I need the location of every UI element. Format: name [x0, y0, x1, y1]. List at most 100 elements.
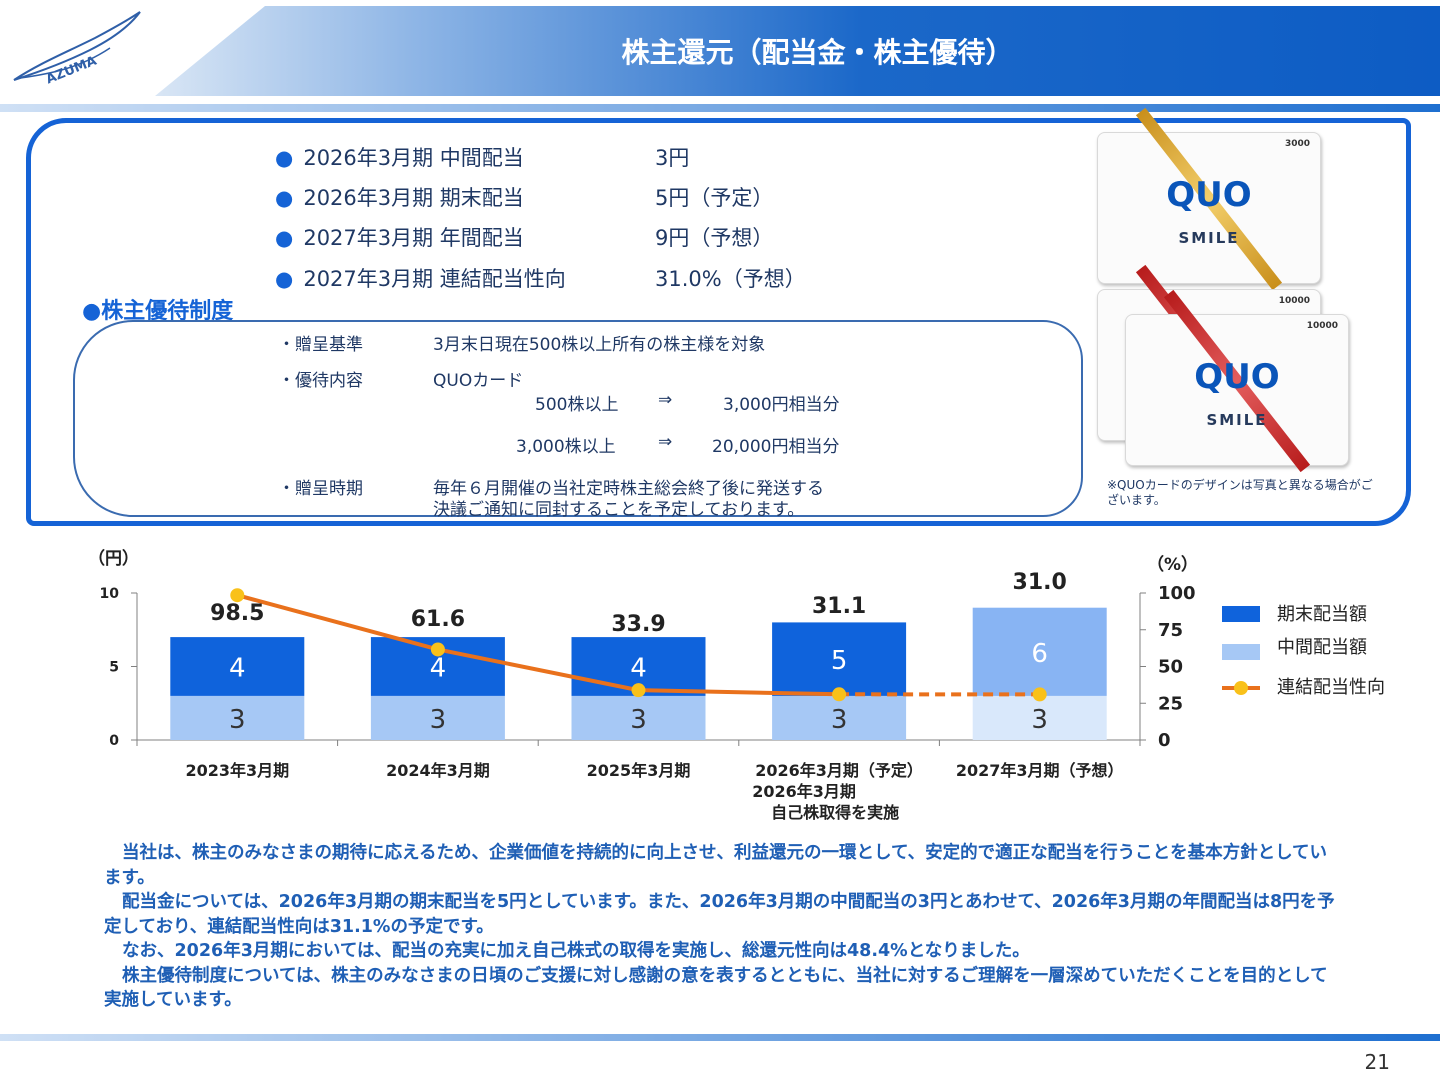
yutai-box	[73, 320, 1083, 517]
y-tick-label-left: 10	[100, 586, 120, 602]
dividend-value: 5円（予定）	[655, 186, 774, 210]
bar-label-interim: 3	[1031, 705, 1048, 735]
y-tick-label-left: 5	[109, 660, 119, 676]
tier1-shares: 500株以上	[535, 395, 619, 415]
dividend-value: 9円（予想）	[655, 226, 774, 250]
quo-brand: QUO	[1166, 175, 1252, 215]
payout-marker	[832, 687, 847, 702]
bottom-rule	[0, 1034, 1440, 1041]
dividend-row: ● 2027年3月期 年間配当	[275, 222, 524, 252]
legend-label: 中間配当額	[1277, 637, 1367, 658]
card-value: 3000	[1284, 139, 1310, 149]
jiki-line2: 決議ご通知に同封することを予定しております。	[433, 500, 805, 520]
x-tick-label: 2026年3月期（予定）	[755, 761, 923, 780]
info-panel	[26, 118, 1411, 526]
policy-text: 当社は、株主のみなさまの期待に応えるため、企業価値を持続的に向上させ、利益還元の…	[104, 841, 1344, 1013]
dividend-value: 3円	[655, 146, 690, 170]
y-tick-label-right: 0	[1158, 730, 1171, 751]
title-banner	[155, 6, 1440, 96]
payout-line	[236, 593, 840, 697]
x-sub-label: 自己株取得を実施	[771, 803, 899, 822]
tier1-amount: 3,000円相当分	[723, 395, 840, 415]
dividend-label: 2027年3月期 年間配当	[303, 226, 524, 250]
y-tick-label-right: 100	[1158, 583, 1196, 604]
card-value: 10000	[1306, 321, 1338, 331]
payout-marker	[430, 642, 445, 657]
bar-label-final: 4	[630, 654, 647, 684]
bar-label-final: 6	[1031, 639, 1048, 669]
x-sub-label: 2026年3月期	[752, 782, 856, 801]
x-tick-label: 2023年3月期	[185, 761, 289, 780]
y-tick-label-right: 75	[1158, 620, 1183, 641]
legend-label: 期末配当額	[1277, 604, 1367, 625]
jiki-label: ・贈呈時期	[278, 479, 363, 499]
quo-note: ※QUOカードのデザインは写真と異なる場合がございます。	[1107, 478, 1373, 507]
payout-label: 98.5	[210, 601, 264, 626]
dividend-label: 2026年3月期 期末配当	[303, 186, 524, 210]
bar-interim	[772, 695, 907, 740]
payout-marker	[1032, 687, 1047, 702]
tier2-shares: 3,000株以上	[516, 437, 616, 457]
bar-final	[170, 637, 305, 696]
payout-marker	[230, 588, 245, 603]
x-tick-label: 2024年3月期	[386, 761, 490, 780]
bar-label-interim: 3	[430, 705, 447, 735]
legend-swatch-interim	[1222, 644, 1260, 660]
policy-paragraph: 株主優待制度については、株主のみなさまの日頃のご支援に対し感謝の意を表するととも…	[104, 965, 1328, 1011]
payout-label: 31.1	[812, 594, 866, 619]
y-axis-title-left: （円）	[88, 548, 139, 569]
kijun-value: 3月末日現在500株以上所有の株主様を対象	[433, 335, 766, 355]
legend-marker	[1234, 681, 1248, 695]
arrow-icon: ⇒	[658, 432, 673, 452]
quo-card-image: 3000 QUO SMILE	[1097, 107, 1321, 291]
dividend-value: 31.0%（予想）	[655, 267, 806, 291]
legend-label: 連結配当性向	[1277, 677, 1385, 698]
page-title: 株主還元（配当金・株主優待）	[621, 36, 1014, 69]
policy-paragraph: 当社は、株主のみなさまの期待に応えるため、企業価値を持続的に向上させ、利益還元の…	[104, 843, 1328, 888]
azuma-logo: AZUMA	[13, 11, 141, 87]
bullet-icon: ●	[275, 226, 294, 250]
bullet-icon: ●	[275, 146, 294, 170]
kijun-label: ・贈呈基準	[278, 335, 363, 355]
payout-label: 61.6	[411, 607, 465, 632]
top-rule	[0, 104, 1440, 112]
bar-interim	[571, 695, 706, 740]
y-axis-title-right: （%）	[1147, 554, 1198, 575]
x-tick-label: 2027年3月期（予想）	[956, 761, 1124, 780]
card-value: 10000	[1278, 296, 1310, 306]
legend-swatch-final	[1222, 606, 1260, 622]
jiki-line1: 毎年６月開催の当社定時株主総会終了後に発送する	[433, 479, 824, 499]
bar-interim	[170, 695, 305, 740]
tier2-amount: 20,000円相当分	[712, 437, 840, 457]
policy-paragraph: 配当金については、2026年3月期の期末配当を5円としています。また、2026年…	[104, 892, 1335, 937]
bar-label-final: 5	[831, 646, 848, 676]
dividend-row: ● 2026年3月期 期末配当	[275, 182, 524, 212]
quo-sub: SMILE	[1178, 229, 1240, 247]
dividend-label: 2026年3月期 中間配当	[303, 146, 524, 170]
dividend-row: ● 2027年3月期 連結配当性向	[275, 263, 566, 293]
payout-label: 31.0	[1013, 570, 1067, 595]
quo-brand: QUO	[1194, 357, 1280, 397]
y-tick-label-right: 50	[1158, 657, 1183, 678]
y-tick-label-right: 25	[1158, 693, 1183, 714]
naiyo-label: ・優待内容	[278, 371, 363, 391]
bar-label-interim: 3	[831, 705, 848, 735]
policy-paragraph: なお、2026年3月期においては、配当の充実に加え自己株式の取得を実施し、総還元…	[122, 941, 1030, 961]
bullet-icon: ●	[275, 267, 294, 291]
quo-card-image: 10000 QUO SMILE	[1125, 289, 1349, 473]
quo-sub: SMILE	[1206, 411, 1268, 429]
x-tick-label: 2025年3月期	[587, 761, 691, 780]
bar-label-interim: 3	[229, 705, 246, 735]
arrow-icon: ⇒	[658, 390, 673, 410]
dividend-row: ● 2026年3月期 中間配当	[275, 142, 524, 172]
y-tick-label-left: 0	[109, 733, 119, 749]
payout-marker	[631, 683, 646, 698]
naiyo-value: QUOカード	[433, 371, 524, 391]
bullet-icon: ●	[275, 186, 294, 210]
bar-interim	[370, 695, 505, 740]
bar-label-interim: 3	[630, 705, 647, 735]
bar-label-final: 4	[229, 654, 246, 684]
payout-label: 33.9	[611, 612, 665, 637]
